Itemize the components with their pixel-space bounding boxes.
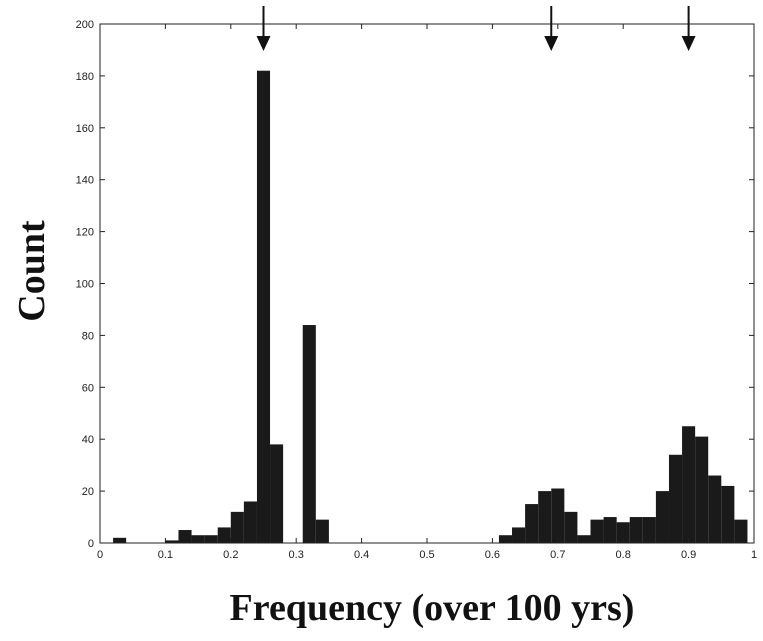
histogram-bar [655,491,669,543]
histogram-bar [315,519,329,543]
down-arrow-icon [544,6,559,51]
histogram-bar [165,540,179,543]
y-tick-label: 60 [82,382,94,394]
plot-frame [99,23,755,544]
down-arrow-icon [681,6,696,51]
histogram-bar [191,535,205,543]
histogram-bar [734,519,748,543]
y-tick-label: 140 [76,175,94,187]
down-arrow-icon [256,6,271,51]
histogram-bar [590,519,604,543]
y-axis-title: Count [11,220,53,322]
bars-group [113,70,748,544]
x-tick-label: 0.2 [223,549,238,561]
plot-area-background [100,24,754,543]
x-tick-label: 1 [751,549,757,561]
histogram-bar [629,517,643,543]
histogram-bar [230,511,244,543]
x-axis-ticks: 0 0.1 0.2 0.3 0.4 0.5 0.6 0.7 0.8 0.9 1 [97,24,757,561]
y-tick-label: 100 [76,279,94,291]
histogram-bar [243,501,257,543]
histogram-bar [682,426,696,543]
x-tick-label: 0 [97,549,103,561]
histogram-bar [642,517,656,543]
histogram-bar [178,530,192,543]
x-tick-label: 0.6 [485,549,500,561]
y-tick-label: 160 [76,123,94,135]
histogram-bar [721,485,735,543]
histogram-bar [564,511,578,543]
x-tick-label: 0.5 [419,549,434,561]
histogram-bar [538,491,552,543]
x-tick-label: 0.8 [616,549,631,561]
y-tick-label: 20 [82,486,94,498]
y-axis-ticks: 0 20 40 60 80 100 120 140 160 180 200 [76,19,754,550]
histogram-bar [217,527,231,543]
histogram-bar [577,535,591,543]
x-tick-label: 0.7 [550,549,565,561]
y-tick-label: 0 [88,538,94,550]
histogram-bar [603,517,617,543]
histogram-bar [512,527,526,543]
histogram-bar [551,488,565,543]
y-tick-label: 180 [76,71,94,83]
histogram-bar [708,475,722,543]
y-tick-label: 200 [76,19,94,31]
x-tick-label: 0.9 [681,549,696,561]
y-tick-label: 120 [76,227,94,239]
histogram-bar [302,325,316,543]
histogram-bar [256,70,271,544]
y-tick-label: 40 [82,434,94,446]
histogram-bar [525,504,539,543]
x-axis-title: Frequency (over 100 yrs) [230,587,635,629]
histogram-bar [695,436,709,543]
x-tick-label: 0.4 [354,549,369,561]
histogram-bar [616,522,630,543]
histogram-bar [204,535,218,543]
histogram-bar [668,454,683,543]
histogram-bar [270,444,284,543]
x-tick-label: 0.1 [158,549,173,561]
y-tick-label: 80 [82,330,94,342]
histogram-bar [113,537,127,543]
annotation-arrows [256,6,696,51]
histogram-bar [498,535,513,543]
x-tick-label: 0.3 [289,549,304,561]
